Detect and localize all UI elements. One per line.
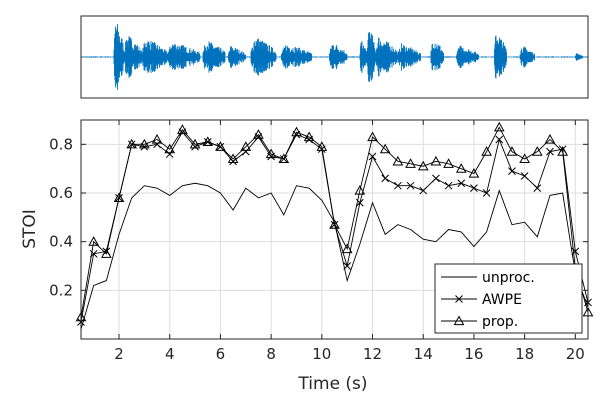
data-point: [126, 138, 138, 149]
legend-entry: AWPE: [441, 292, 522, 308]
data-point: [113, 192, 125, 202]
data-point: [506, 146, 518, 156]
legend-label: AWPE: [482, 292, 522, 308]
data-point: [227, 153, 239, 164]
data-point: [482, 189, 491, 197]
data-point: [341, 243, 353, 254]
x-tick-label: 14: [414, 345, 433, 363]
data-point: [531, 146, 543, 156]
data-point: [444, 181, 453, 190]
legend-items: unproc. AWPE prop.: [441, 270, 535, 330]
data-point: [215, 141, 226, 151]
data-point: [164, 143, 176, 154]
data-point: [88, 236, 100, 246]
data-point: [202, 136, 214, 146]
legend-entry: unproc.: [441, 270, 535, 286]
data-point: [392, 155, 404, 166]
data-point: [303, 131, 315, 142]
data-point: [508, 167, 516, 175]
legend: unproc. AWPE prop.: [434, 263, 583, 334]
legend-entry: prop.: [441, 314, 518, 330]
data-point: [381, 174, 390, 183]
y-tick-label: 0.6: [49, 184, 73, 202]
data-point: [495, 135, 504, 144]
y-tick-label: 0.4: [49, 233, 73, 251]
data-point: [470, 184, 478, 192]
data-point: [343, 262, 352, 270]
data-point: [544, 133, 556, 144]
data-point: [417, 160, 429, 171]
data-point: [368, 152, 377, 161]
data-point: [253, 129, 264, 139]
data-point: [468, 168, 480, 178]
data-point: [557, 146, 568, 156]
data-point: [432, 174, 440, 183]
data-point: [165, 150, 174, 158]
legend-label: prop.: [482, 314, 518, 330]
legend-label: unproc.: [482, 270, 535, 286]
data-point: [177, 124, 188, 134]
data-point: [265, 148, 277, 159]
data-point: [546, 147, 554, 156]
legend-marker: [455, 295, 463, 303]
x-tick-label: 10: [312, 345, 331, 363]
data-point: [493, 121, 505, 132]
data-point: [329, 219, 340, 229]
waveform-axes-box: [80, 15, 589, 99]
data-point: [151, 133, 163, 144]
data-point: [394, 181, 402, 190]
data-point: [533, 184, 542, 192]
data-point: [443, 158, 454, 168]
y-tick-label: 0.8: [49, 135, 73, 153]
data-point: [101, 248, 112, 258]
data-point: [481, 146, 492, 156]
data-point: [354, 185, 366, 195]
x-tick-label: 2: [114, 345, 124, 363]
legend-marker: [453, 315, 465, 326]
stoi-axes-box: [80, 119, 589, 340]
x-tick-label: 18: [515, 345, 534, 363]
data-point: [457, 179, 466, 188]
y-axis-label: STOI: [20, 209, 40, 249]
stoi-panel: 2 4 6 8 10 12 14 16 18 20 0.2 0.4 0.6 0.8 Time (s) ST…: [20, 119, 594, 394]
x-tick-label: 20: [566, 345, 585, 363]
x-tick-label: 8: [266, 345, 276, 363]
x-tick-label: 6: [216, 345, 226, 363]
data-point: [406, 181, 415, 190]
data-point: [291, 126, 302, 137]
data-point: [278, 153, 290, 164]
data-point: [240, 141, 252, 151]
data-point: [367, 131, 378, 142]
data-point: [455, 163, 467, 173]
x-tick-label: 16: [464, 345, 483, 363]
y-tick-label: 0.2: [49, 281, 73, 299]
data-point: [153, 140, 161, 149]
data-point: [520, 172, 529, 180]
data-point: [519, 153, 530, 164]
waveform-panel: [80, 15, 589, 99]
data-point: [419, 186, 428, 195]
data-point: [189, 138, 201, 149]
x-tick-label: 4: [165, 345, 175, 363]
data-point: [405, 158, 416, 168]
data-point: [430, 155, 442, 166]
data-point: [139, 138, 150, 149]
data-point: [379, 143, 391, 154]
x-tick-label: 12: [363, 345, 382, 363]
series-line: [80, 126, 589, 318]
data-point: [316, 141, 328, 151]
x-axis-label: Time (s): [297, 374, 367, 394]
stoi-ticks: 2 4 6 8 10 12 14 16 18 20 0.2 0.4 0.6 0.8: [49, 120, 588, 363]
